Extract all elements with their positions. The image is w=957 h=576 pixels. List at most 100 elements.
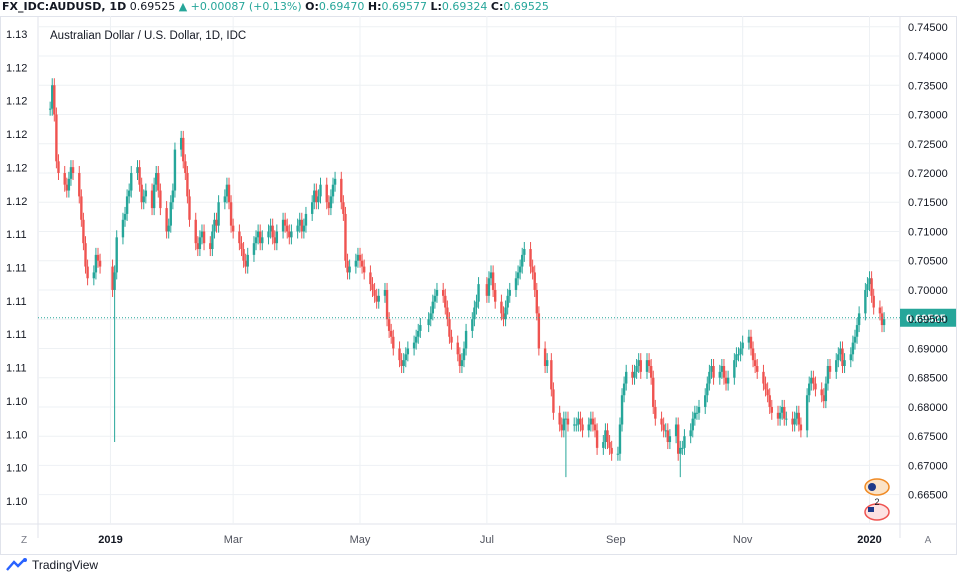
candle-body <box>209 243 212 250</box>
candle-body <box>785 418 788 420</box>
candle-body <box>319 184 322 197</box>
left-axis-tick-label: 1.11 <box>6 363 27 375</box>
time-axis-tick-label: Sep <box>606 534 626 546</box>
candle-body <box>385 289 389 320</box>
log-scale-button[interactable]: Z <box>21 535 27 546</box>
candle-body <box>142 196 145 203</box>
time-axis-tick-label: May <box>350 534 371 546</box>
candle-body <box>647 360 651 367</box>
candle-body <box>369 272 372 285</box>
candle-body <box>429 313 432 320</box>
candle-body <box>92 272 96 279</box>
candle-body <box>766 389 769 396</box>
candle-body <box>689 430 692 437</box>
candle-body <box>882 319 886 326</box>
candle-body <box>506 295 509 308</box>
candle-body <box>288 231 291 238</box>
candle-body <box>433 295 437 302</box>
candle-body <box>485 284 489 296</box>
candle-body <box>371 284 374 290</box>
candle-body <box>130 172 133 191</box>
brand-name: TradingView <box>32 558 99 572</box>
price-chart[interactable]: 0.69525 0.74500 0.74000 0.73500 0.73000 0.72… <box>0 16 957 556</box>
candle-body <box>566 418 570 425</box>
candle-body <box>400 360 403 367</box>
candle-body <box>358 254 362 261</box>
candle-body <box>579 418 582 425</box>
event-flags[interactable]: 2 <box>864 478 890 521</box>
candle-body <box>65 184 68 191</box>
left-axis-tick-label: 1.13 <box>6 29 27 41</box>
candle-body <box>362 266 366 273</box>
flag-dot-icon <box>868 483 876 491</box>
candle-body <box>78 172 81 197</box>
candle-body <box>666 430 670 443</box>
candle-body <box>412 342 416 349</box>
candle-body <box>169 202 172 226</box>
candle-body <box>473 307 476 320</box>
candle-body <box>793 418 796 425</box>
candle-body <box>283 219 287 226</box>
candle-body <box>843 360 846 367</box>
candle-body <box>327 202 331 209</box>
candle-body <box>562 418 566 431</box>
candle-body <box>660 418 663 425</box>
candle-body <box>460 360 464 367</box>
candle-body <box>504 307 507 320</box>
candle-body <box>198 237 202 250</box>
candle-body <box>631 371 634 378</box>
candle-body <box>113 272 116 290</box>
candle-body <box>712 366 715 378</box>
candle-body <box>196 243 200 250</box>
candle-body <box>448 319 451 337</box>
candle-body <box>545 360 549 367</box>
right-axis-tick-label: 0.71000 <box>908 226 948 238</box>
candle-body <box>523 249 526 255</box>
left-axis-tick-label: 1.11 <box>6 229 27 241</box>
time-axis-tick-label: Mar <box>224 534 243 546</box>
candle-body <box>835 360 838 372</box>
candle-body <box>770 406 773 413</box>
left-axis-tick-label: 1.12 <box>6 196 27 208</box>
candle-body <box>500 301 503 314</box>
candle-body <box>577 418 580 425</box>
candle-body <box>300 219 303 232</box>
left-axis-tick-label: 1.10 <box>6 429 27 441</box>
candle-body <box>398 348 401 361</box>
right-axis-tick-label: 0.72000 <box>908 168 948 180</box>
candle-body <box>676 424 680 454</box>
candle-body <box>356 254 360 261</box>
candle-body <box>564 418 568 420</box>
candle-body <box>514 278 518 290</box>
candle-body <box>589 418 593 425</box>
candle-body <box>872 295 875 308</box>
candle-body <box>431 301 435 314</box>
low-label: L: <box>430 0 442 13</box>
left-axis-tick-label: 1.11 <box>6 263 27 275</box>
candle-body <box>194 219 197 244</box>
chart-title: Australian Dollar / U.S. Dollar, 1D, IDC <box>50 30 246 42</box>
candle-body <box>211 231 214 250</box>
candle-body <box>841 348 844 367</box>
candle-body <box>864 289 867 314</box>
time-axis-tick-label: 2019 <box>98 534 122 546</box>
candle-body <box>710 366 713 372</box>
right-axis-tick-label: 0.73500 <box>908 80 948 92</box>
candle-body <box>57 161 60 173</box>
candle-body <box>595 430 599 448</box>
brand-footer[interactable]: TradingView <box>6 556 98 574</box>
candle-body <box>475 301 478 308</box>
candle-body <box>708 371 711 384</box>
right-axis-tick-label: 0.72500 <box>908 139 948 151</box>
candle-body <box>229 202 233 226</box>
auto-scale-button[interactable]: A <box>925 535 932 546</box>
candle-body <box>552 389 555 413</box>
candle-body <box>535 289 538 314</box>
right-axis-tick-label: 0.68500 <box>908 373 948 385</box>
left-axis-tick-label: 1.10 <box>6 396 27 408</box>
candle-body <box>144 190 148 197</box>
candle-body <box>616 453 620 455</box>
candle-body <box>256 231 260 238</box>
candle-body <box>691 418 694 431</box>
candle-body <box>749 336 753 349</box>
